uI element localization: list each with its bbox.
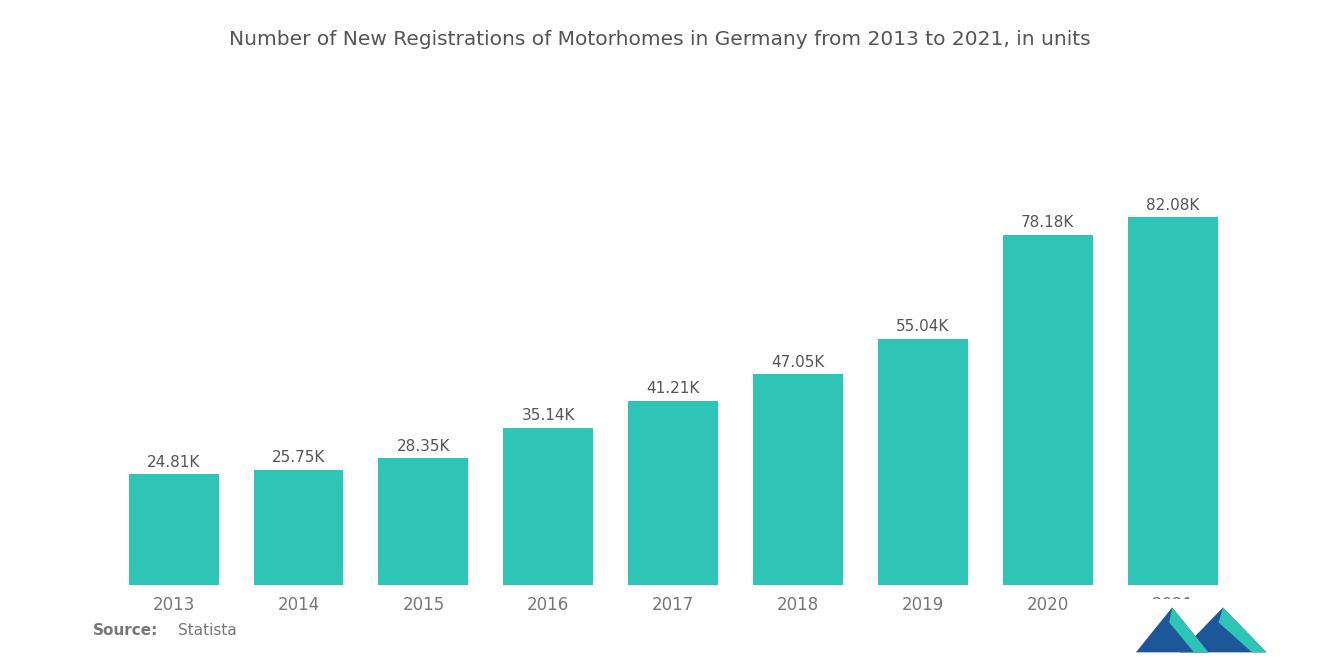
Text: 78.18K: 78.18K [1022, 215, 1074, 231]
Text: 47.05K: 47.05K [771, 355, 825, 370]
Text: 24.81K: 24.81K [147, 455, 201, 469]
Text: 25.75K: 25.75K [272, 450, 325, 466]
Text: 28.35K: 28.35K [396, 439, 450, 454]
Bar [878, 338, 968, 585]
Text: 82.08K: 82.08K [1146, 198, 1200, 213]
Bar [503, 428, 593, 585]
Text: 41.21K: 41.21K [647, 381, 700, 396]
Bar [628, 400, 718, 585]
Polygon shape [1170, 608, 1209, 652]
Polygon shape [1179, 608, 1267, 652]
Text: Source:: Source: [92, 623, 158, 638]
Text: Number of New Registrations of Motorhomes in Germany from 2013 to 2021, in units: Number of New Registrations of Motorhome… [230, 30, 1090, 49]
Text: 35.14K: 35.14K [521, 408, 576, 424]
Text: 55.04K: 55.04K [896, 319, 949, 334]
Bar [1003, 235, 1093, 585]
Bar [128, 474, 219, 585]
Bar [754, 374, 843, 585]
Polygon shape [1135, 608, 1209, 652]
Bar [1127, 217, 1218, 585]
Text: Statista: Statista [178, 623, 238, 638]
Polygon shape [1218, 608, 1267, 652]
Bar [253, 470, 343, 585]
Bar [379, 458, 469, 585]
